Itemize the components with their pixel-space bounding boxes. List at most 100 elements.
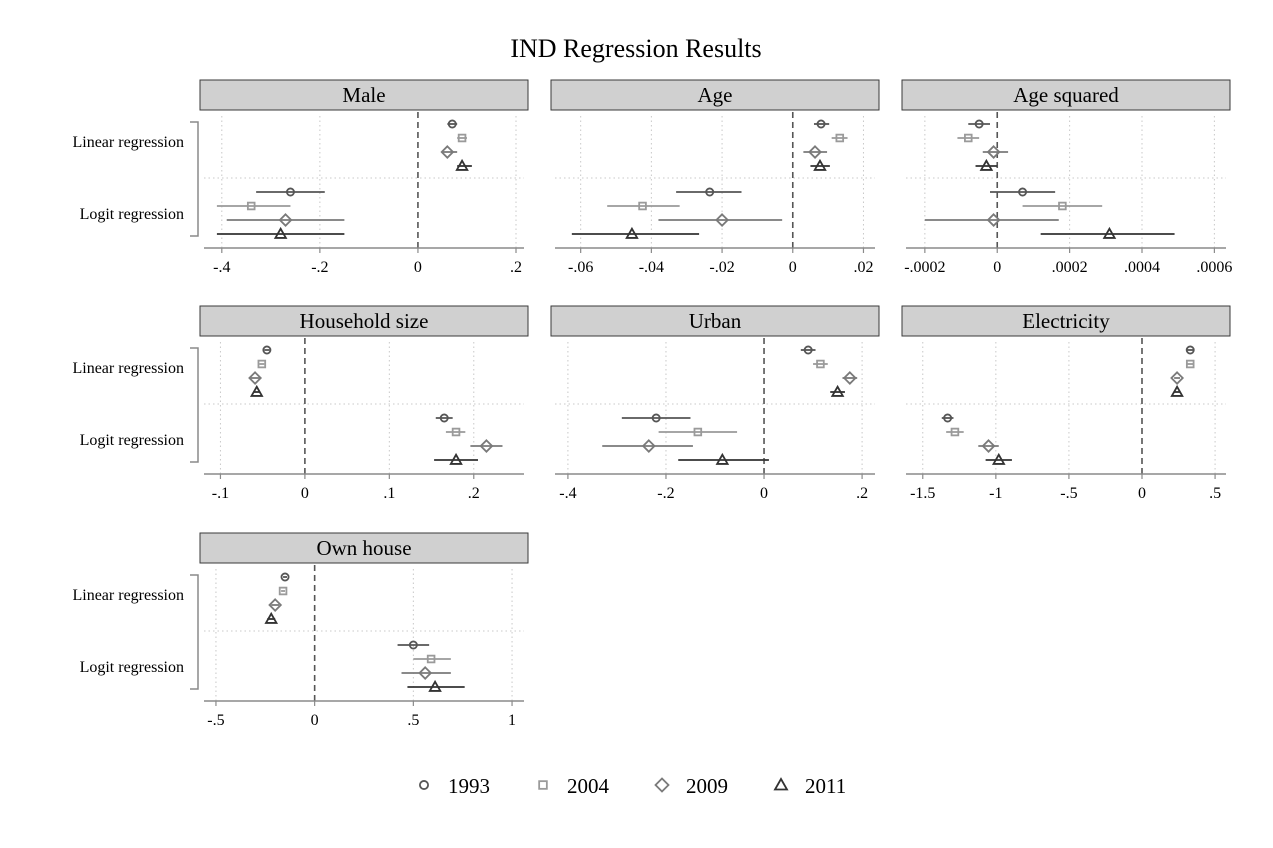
x-tick-label: 0 bbox=[993, 259, 1001, 276]
x-tick-label: -1.5 bbox=[910, 485, 935, 502]
legend-entry-2004: 2004 bbox=[538, 774, 610, 798]
x-tick-label: .5 bbox=[407, 712, 419, 729]
x-tick-label: -.5 bbox=[207, 712, 224, 729]
point-linear-2009 bbox=[268, 598, 283, 612]
point-logit-2011 bbox=[991, 452, 1006, 465]
point-logit-1993 bbox=[943, 413, 953, 423]
point-logit-2009 bbox=[418, 666, 433, 680]
point-logit-2009 bbox=[278, 213, 293, 227]
panel-title: Household size bbox=[300, 309, 429, 333]
point-logit-2011 bbox=[449, 452, 463, 465]
legend-label-2009: 2009 bbox=[686, 774, 728, 798]
legend-label-2004: 2004 bbox=[567, 774, 610, 798]
point-logit-1993 bbox=[439, 413, 449, 423]
legend-label-1993: 1993 bbox=[448, 774, 490, 798]
x-tick-label: -.04 bbox=[639, 259, 664, 276]
point-linear-2011 bbox=[249, 384, 264, 397]
panel-strip bbox=[901, 305, 1231, 337]
x-tick-label: 0 bbox=[789, 259, 797, 276]
point-logit-2011 bbox=[625, 226, 639, 239]
point-logit-2004 bbox=[451, 427, 461, 437]
panel-strip bbox=[901, 79, 1231, 111]
point-logit-2009 bbox=[715, 213, 730, 227]
point-logit-2009 bbox=[479, 439, 494, 453]
legend-marker-2004 bbox=[538, 780, 548, 790]
point-linear-2011 bbox=[1170, 384, 1184, 397]
point-logit-2004 bbox=[246, 201, 256, 211]
panel-strip bbox=[199, 305, 529, 337]
legend-marker-2009 bbox=[654, 777, 670, 793]
category-bracket bbox=[190, 347, 199, 463]
legend-marker-2011 bbox=[773, 777, 789, 791]
point-linear-2011 bbox=[813, 158, 827, 171]
point-logit-2011 bbox=[715, 452, 730, 465]
x-tick-label: -.4 bbox=[213, 259, 230, 276]
point-logit-2004 bbox=[638, 201, 647, 211]
panel-title: Age bbox=[698, 83, 733, 107]
point-linear-2004 bbox=[835, 133, 845, 143]
point-linear-2011 bbox=[264, 611, 279, 624]
x-tick-label: -.06 bbox=[568, 259, 593, 276]
panel-age: Age -.06 -.04 -.02 0 .02 bbox=[550, 79, 880, 276]
point-linear-2004 bbox=[257, 359, 267, 369]
point-linear-2004 bbox=[964, 133, 973, 143]
x-tick-label: .02 bbox=[853, 259, 873, 276]
category-label-logit: Logit regression bbox=[80, 206, 184, 223]
point-linear-1993 bbox=[974, 119, 984, 129]
panel-household-size: Household size -.1 0 .1 .2 Linear regression L… bbox=[72, 305, 529, 502]
point-logit-2009 bbox=[641, 439, 656, 453]
point-logit-1993 bbox=[651, 413, 661, 423]
panel-strip bbox=[550, 79, 880, 111]
point-logit-1993 bbox=[1018, 187, 1028, 197]
panel-title: Own house bbox=[316, 536, 411, 560]
point-logit-2011 bbox=[1102, 226, 1117, 239]
x-tick-label: 0 bbox=[1138, 485, 1146, 502]
panel-title: Male bbox=[342, 83, 385, 107]
point-linear-2004 bbox=[816, 359, 825, 369]
point-logit-2004 bbox=[426, 654, 436, 664]
category-label-logit: Logit regression bbox=[80, 432, 184, 449]
x-tick-label: -.02 bbox=[709, 259, 734, 276]
point-logit-2009 bbox=[986, 213, 1001, 227]
panel-title: Urban bbox=[689, 309, 742, 333]
panel-urban: Urban -.4 -.2 0 .2 bbox=[550, 305, 880, 502]
x-tick-label: 0 bbox=[301, 485, 309, 502]
point-linear-1993 bbox=[816, 119, 826, 129]
x-tick-label: .0002 bbox=[1052, 259, 1088, 276]
x-tick-label: .0006 bbox=[1196, 259, 1232, 276]
point-logit-1993 bbox=[705, 187, 715, 197]
point-linear-1993 bbox=[1185, 345, 1195, 355]
legend-entry-2011: 2011 bbox=[773, 774, 846, 798]
x-tick-label: 0 bbox=[760, 485, 768, 502]
point-linear-2009 bbox=[440, 145, 455, 159]
category-bracket bbox=[190, 121, 199, 237]
point-linear-2004 bbox=[457, 133, 467, 143]
x-tick-label: .2 bbox=[510, 259, 522, 276]
x-tick-label: -.0002 bbox=[904, 259, 945, 276]
x-tick-label: 1 bbox=[508, 712, 516, 729]
point-logit-2011 bbox=[428, 679, 442, 692]
x-tick-label: .1 bbox=[383, 485, 395, 502]
category-bracket bbox=[190, 574, 199, 690]
panel-strip bbox=[550, 305, 880, 337]
point-logit-1993 bbox=[408, 640, 418, 650]
point-linear-1993 bbox=[803, 345, 813, 355]
panel-age-squared: Age squared -.0002 0 .0002 .0004 .0006 bbox=[901, 79, 1232, 276]
panel-male: Male -.4 -.2 0 .2 Linear regression Logit regr… bbox=[72, 79, 529, 276]
x-tick-label: -.4 bbox=[559, 485, 576, 502]
x-tick-label: .2 bbox=[468, 485, 480, 502]
point-linear-2009 bbox=[842, 371, 857, 385]
x-tick-label: .2 bbox=[856, 485, 868, 502]
point-linear-2011 bbox=[979, 158, 994, 171]
category-label-linear: Linear regression bbox=[72, 587, 184, 604]
point-logit-2004 bbox=[1058, 201, 1067, 211]
panel-title: Age squared bbox=[1013, 83, 1119, 107]
legend-entry-1993: 1993 bbox=[419, 774, 490, 798]
point-logit-2004 bbox=[693, 427, 703, 437]
point-linear-2004 bbox=[278, 586, 288, 596]
category-label-linear: Linear regression bbox=[72, 360, 184, 377]
panel-own-house: Own house -.5 0 .5 1 Linear regression Logit r… bbox=[72, 532, 529, 729]
point-linear-2009 bbox=[248, 371, 263, 385]
x-tick-label: 0 bbox=[311, 712, 319, 729]
